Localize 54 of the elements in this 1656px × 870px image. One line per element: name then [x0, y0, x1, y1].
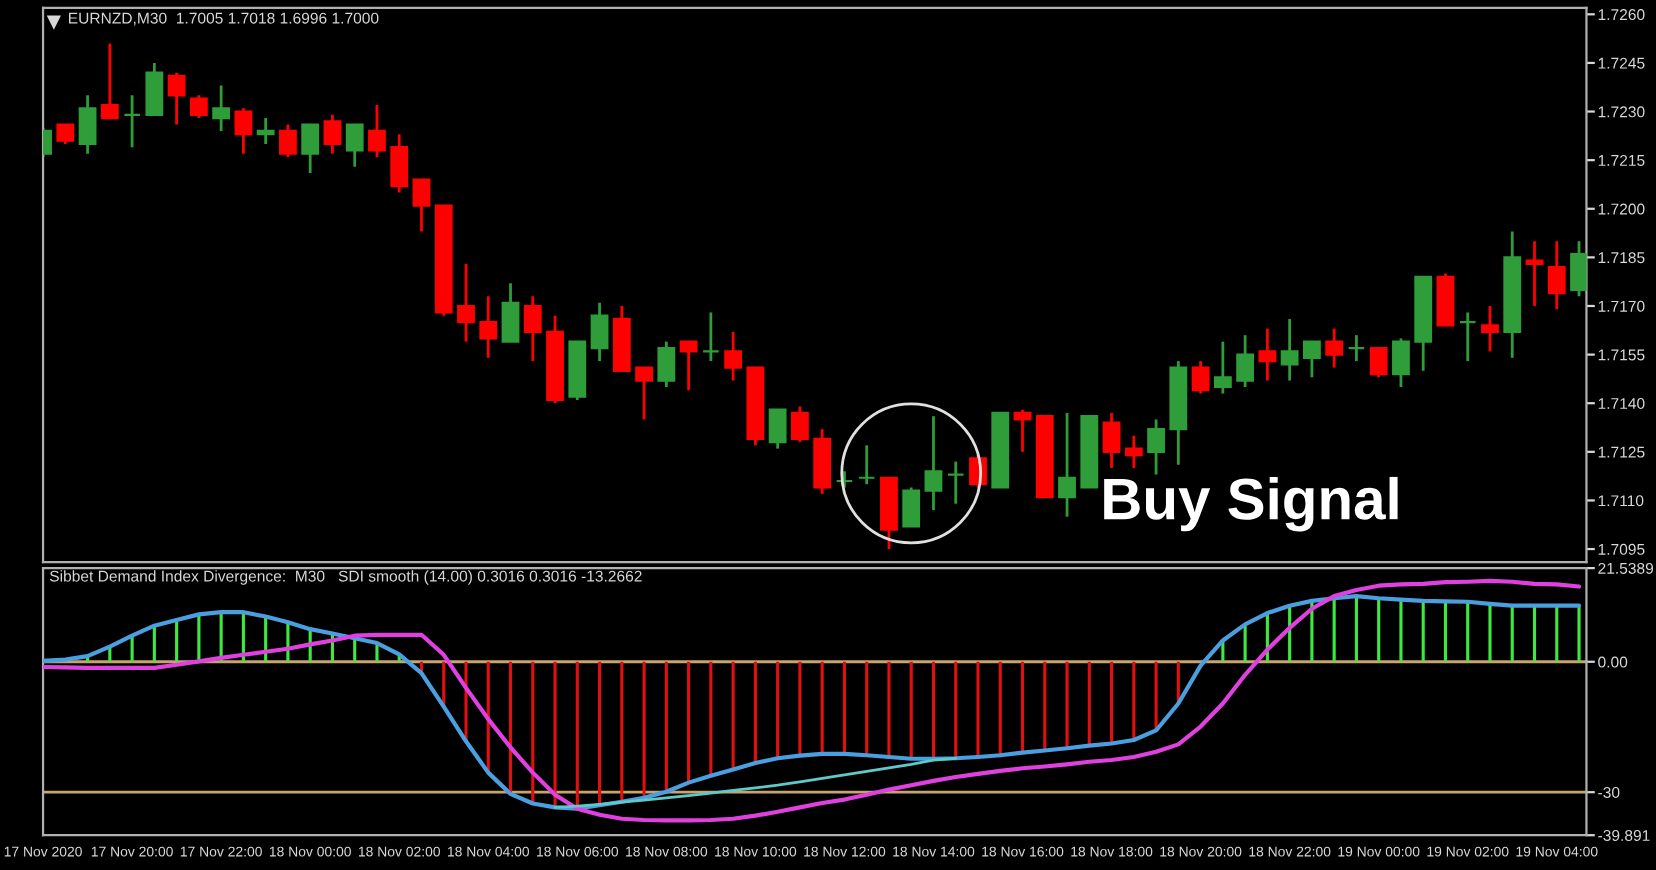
candlestick: [1258, 327, 1277, 382]
candlestick: [857, 443, 876, 486]
candlestick: [1547, 239, 1566, 311]
candlestick: [390, 132, 409, 194]
candlestick: [1481, 304, 1499, 353]
candlestick: [1458, 311, 1477, 363]
candlestick: [679, 340, 698, 392]
candlestick: [323, 113, 342, 156]
candlestick: [1124, 434, 1143, 470]
candlestick: [100, 42, 119, 120]
candlestick: [635, 366, 653, 421]
candlestick: [701, 311, 720, 363]
candlestick: [167, 71, 186, 126]
candlestick: [724, 330, 743, 382]
candlestick: [234, 106, 253, 156]
candlestick: [1325, 327, 1344, 369]
candlestick: [145, 61, 164, 117]
candlestick: [1147, 418, 1165, 476]
candlestick: [1213, 340, 1232, 395]
candlestick: [457, 262, 475, 344]
candlestick: [946, 460, 965, 506]
candlestick: [368, 103, 386, 159]
candlestick: [1347, 333, 1366, 363]
candlestick: [479, 294, 498, 360]
candlestick: [657, 340, 676, 389]
candlestick: [924, 414, 943, 512]
candlestick: [78, 93, 97, 156]
candlestick: [1303, 340, 1321, 379]
candlestick: [1013, 408, 1032, 454]
candlestick: [1191, 359, 1210, 395]
candlestick: [590, 301, 609, 363]
candlestick: [212, 84, 231, 133]
candlestick: [256, 116, 275, 146]
candlestick: [279, 123, 297, 159]
candlestick: [123, 93, 141, 149]
candlestick: [791, 405, 809, 444]
candlestick: [1525, 239, 1544, 308]
candlestick: [56, 123, 75, 146]
candlestick: [523, 294, 542, 363]
candlestick: [501, 281, 520, 344]
candlestick: [1280, 317, 1299, 382]
candlestick: [412, 178, 431, 233]
candlestick: [1392, 337, 1410, 389]
line-series: [553, 756, 958, 809]
candlestick: [189, 93, 208, 120]
candlestick: [345, 123, 364, 169]
candlestick: [768, 408, 787, 450]
candlestick: [1102, 411, 1121, 470]
annotation: Buy Signal: [1104, 476, 1398, 532]
candlestick: [902, 486, 921, 528]
candlestick: [1369, 346, 1388, 379]
candlestick: [301, 123, 320, 175]
candlestick: [1236, 333, 1255, 389]
candlestick: [1058, 411, 1076, 519]
